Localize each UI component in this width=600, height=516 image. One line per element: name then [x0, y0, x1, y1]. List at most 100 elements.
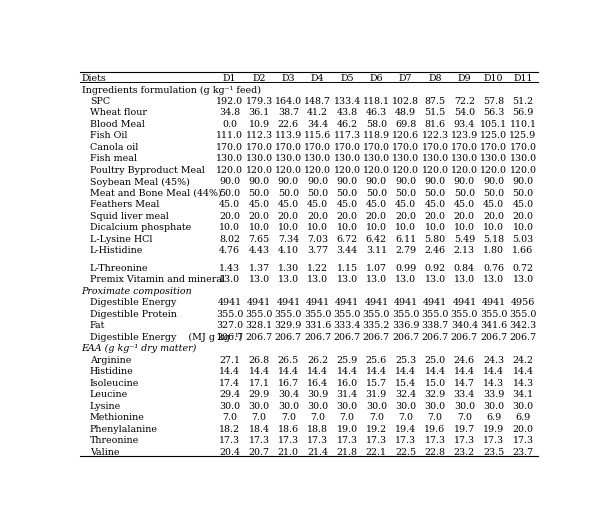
Text: Soybean Meal (45%): Soybean Meal (45%)	[90, 178, 190, 187]
Text: 6.42: 6.42	[366, 235, 387, 244]
Text: Isoleucine: Isoleucine	[90, 379, 139, 388]
Text: 10.0: 10.0	[307, 223, 328, 233]
Text: Phenylalanine: Phenylalanine	[90, 425, 158, 434]
Text: 21.8: 21.8	[337, 448, 358, 457]
Text: D3: D3	[281, 74, 295, 83]
Text: 206.7: 206.7	[245, 333, 272, 342]
Text: 56.9: 56.9	[512, 108, 533, 118]
Text: 1.66: 1.66	[512, 247, 533, 255]
Text: 38.7: 38.7	[278, 108, 299, 118]
Text: 206.7: 206.7	[480, 333, 507, 342]
Text: Fat: Fat	[90, 321, 105, 330]
Text: 130.0: 130.0	[451, 154, 478, 164]
Text: 130.0: 130.0	[480, 154, 507, 164]
Text: 17.4: 17.4	[219, 379, 240, 388]
Text: 20.0: 20.0	[278, 212, 299, 221]
Text: 2.13: 2.13	[454, 247, 475, 255]
Text: 50.0: 50.0	[395, 189, 416, 198]
Text: 4941: 4941	[247, 298, 271, 307]
Text: 45.0: 45.0	[278, 201, 299, 209]
Text: 120.0: 120.0	[451, 166, 478, 175]
Text: 21.4: 21.4	[307, 448, 328, 457]
Text: 206.7: 206.7	[334, 333, 361, 342]
Text: 10.0: 10.0	[366, 223, 387, 233]
Text: 192.0: 192.0	[216, 97, 243, 106]
Text: 120.0: 120.0	[245, 166, 272, 175]
Text: 206.7: 206.7	[363, 333, 390, 342]
Text: 170.0: 170.0	[275, 143, 302, 152]
Text: 355.0: 355.0	[480, 310, 508, 319]
Text: 5.18: 5.18	[483, 235, 504, 244]
Text: 4941: 4941	[218, 298, 242, 307]
Text: 112.3: 112.3	[245, 132, 272, 140]
Text: 130.0: 130.0	[334, 154, 361, 164]
Text: 342.3: 342.3	[509, 321, 536, 330]
Text: 25.9: 25.9	[337, 356, 358, 365]
Text: 7.03: 7.03	[307, 235, 328, 244]
Text: 1.80: 1.80	[483, 247, 504, 255]
Text: 20.0: 20.0	[512, 212, 533, 221]
Text: 14.4: 14.4	[395, 367, 416, 376]
Text: 3.11: 3.11	[366, 247, 387, 255]
Text: 45.0: 45.0	[483, 201, 504, 209]
Text: 1.37: 1.37	[248, 264, 269, 273]
Text: Valine: Valine	[90, 448, 119, 457]
Text: 26.2: 26.2	[307, 356, 328, 365]
Text: 22.5: 22.5	[395, 448, 416, 457]
Text: 30.4: 30.4	[278, 390, 299, 399]
Text: 0.99: 0.99	[395, 264, 416, 273]
Text: 4941: 4941	[423, 298, 447, 307]
Text: 17.3: 17.3	[395, 437, 416, 445]
Text: 50.0: 50.0	[278, 189, 299, 198]
Text: 355.0: 355.0	[421, 310, 449, 319]
Text: 16.7: 16.7	[278, 379, 299, 388]
Text: 355.0: 355.0	[334, 310, 361, 319]
Text: 7.65: 7.65	[248, 235, 269, 244]
Text: 17.3: 17.3	[424, 437, 446, 445]
Text: 24.6: 24.6	[454, 356, 475, 365]
Text: 4.10: 4.10	[278, 247, 299, 255]
Text: 45.0: 45.0	[454, 201, 475, 209]
Text: 4956: 4956	[511, 298, 535, 307]
Text: 5.80: 5.80	[424, 235, 446, 244]
Text: 51.5: 51.5	[424, 108, 446, 118]
Text: 16.0: 16.0	[337, 379, 358, 388]
Text: 30.9: 30.9	[307, 390, 328, 399]
Text: 328.1: 328.1	[245, 321, 272, 330]
Text: 105.1: 105.1	[480, 120, 507, 129]
Text: 20.0: 20.0	[425, 212, 446, 221]
Text: Ingredients formulation (g kg⁻¹ feed): Ingredients formulation (g kg⁻¹ feed)	[82, 86, 260, 94]
Text: 30.0: 30.0	[278, 402, 299, 411]
Text: 17.3: 17.3	[307, 437, 328, 445]
Text: Digestible Energy    (MJ g kg⁻¹): Digestible Energy (MJ g kg⁻¹)	[90, 333, 242, 342]
Text: 130.0: 130.0	[275, 154, 302, 164]
Text: 170.0: 170.0	[392, 143, 419, 152]
Text: 7.0: 7.0	[310, 413, 325, 422]
Text: D6: D6	[370, 74, 383, 83]
Text: 122.3: 122.3	[421, 132, 449, 140]
Text: 19.6: 19.6	[424, 425, 446, 434]
Text: 29.4: 29.4	[219, 390, 240, 399]
Text: 329.9: 329.9	[275, 321, 302, 330]
Text: Feathers Meal: Feathers Meal	[90, 201, 159, 209]
Text: 355.0: 355.0	[509, 310, 536, 319]
Text: Poultry Byproduct Meal: Poultry Byproduct Meal	[90, 166, 205, 175]
Text: 14.4: 14.4	[425, 367, 446, 376]
Text: 19.2: 19.2	[366, 425, 387, 434]
Text: 10.0: 10.0	[483, 223, 504, 233]
Text: 170.0: 170.0	[334, 143, 361, 152]
Text: 206.7: 206.7	[509, 333, 536, 342]
Text: 33.4: 33.4	[454, 390, 475, 399]
Text: 32.9: 32.9	[424, 390, 446, 399]
Text: 90.0: 90.0	[395, 178, 416, 186]
Text: 10.0: 10.0	[454, 223, 475, 233]
Text: 355.0: 355.0	[275, 310, 302, 319]
Text: 13.0: 13.0	[278, 275, 299, 284]
Text: 170.0: 170.0	[422, 143, 449, 152]
Text: 130.0: 130.0	[421, 154, 449, 164]
Text: 14.4: 14.4	[366, 367, 387, 376]
Text: 355.0: 355.0	[392, 310, 419, 319]
Text: 1.15: 1.15	[337, 264, 358, 273]
Text: 45.0: 45.0	[219, 201, 240, 209]
Text: Premix Vitamin and mineral: Premix Vitamin and mineral	[90, 275, 225, 284]
